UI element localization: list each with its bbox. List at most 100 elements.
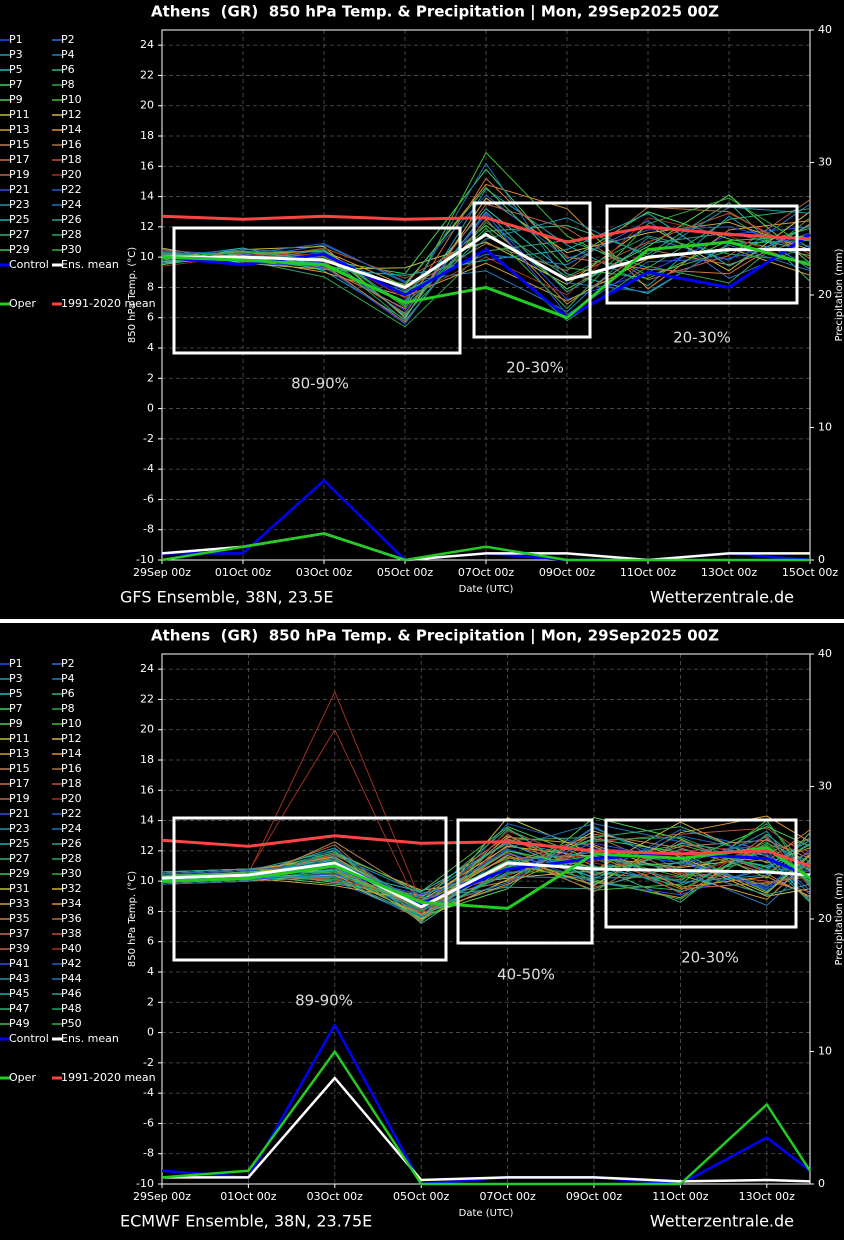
- legend-label: Ens. mean: [61, 1032, 119, 1045]
- legend-label: P19: [9, 792, 30, 805]
- y-tick-label: 20: [140, 99, 154, 112]
- legend-label: P25: [9, 213, 30, 226]
- member-temperature-line: [161, 197, 811, 319]
- y-tick-label: -8: [143, 523, 154, 536]
- legend-label: P4: [61, 48, 75, 61]
- member-temperature-line: [161, 217, 811, 328]
- y-tick-label: 18: [140, 129, 154, 142]
- y-tick-label: -6: [143, 1116, 154, 1129]
- x-tick-label: 05Oct 00z: [393, 1190, 450, 1203]
- legend-label: P30: [61, 867, 82, 880]
- legend-label: P42: [61, 957, 82, 970]
- legend-label: P9: [9, 717, 23, 730]
- legend-label: P12: [61, 108, 82, 121]
- footer-source: ECMWF Ensemble, 38N, 23.75E: [120, 1212, 372, 1231]
- y-tick-label: -6: [143, 492, 154, 505]
- plot-lines: [161, 152, 811, 562]
- y-tick-label: 6: [147, 935, 154, 948]
- member-temperature-line: [161, 206, 811, 290]
- y2-tick-label: 10: [818, 1045, 832, 1058]
- legend-label: P18: [61, 777, 82, 790]
- member-temperature-line: [161, 854, 811, 897]
- footer-site: Wetterzentrale.de: [650, 1212, 794, 1231]
- legend-label: P32: [61, 882, 82, 895]
- y-tick-label: 14: [140, 190, 154, 203]
- y-tick-label: 8: [147, 280, 154, 293]
- legend-label: P1: [9, 657, 23, 670]
- legend-label: P8: [61, 78, 75, 91]
- legend-label: P43: [9, 972, 30, 985]
- chart-panel: Athens (GR) 850 hPa Temp. & Precipitatio…: [0, 627, 844, 1231]
- legend-label: P1: [9, 33, 23, 46]
- legend-label: P26: [61, 837, 82, 850]
- x-tick-label: 13Oct 00z: [701, 566, 758, 579]
- legend-label: Control: [9, 258, 49, 271]
- separator: [0, 619, 844, 623]
- legend-label: P17: [9, 153, 30, 166]
- legend-label: P2: [61, 657, 75, 670]
- chart-title: Athens (GR) 850 hPa Temp. & Precipitatio…: [151, 3, 719, 22]
- y-tick-label: 16: [140, 159, 154, 172]
- legend-label: P20: [61, 168, 82, 181]
- y-tick-label: -10: [136, 1177, 154, 1190]
- legend-label: P5: [9, 687, 23, 700]
- precipitation-line: [161, 1050, 812, 1186]
- member-temperature-line: [161, 844, 811, 909]
- legend-label: P6: [61, 687, 75, 700]
- precipitation-line: [161, 532, 810, 562]
- y-tick-label: 6: [147, 311, 154, 324]
- x-tick-label: 15Oct 00z: [782, 566, 839, 579]
- highlight-box: [472, 201, 592, 339]
- legend-label: P11: [9, 108, 30, 121]
- y-tick-label: -10: [136, 553, 154, 566]
- x-axis-label: Date (UTC): [459, 1208, 514, 1219]
- x-tick-label: 11Oct 00z: [652, 1190, 709, 1203]
- y-tick-label: 18: [140, 753, 154, 766]
- y-tick-label: 10: [140, 250, 154, 263]
- legend-label: P27: [9, 852, 30, 865]
- legend-label: P27: [9, 228, 30, 241]
- legend-label: P34: [61, 897, 82, 910]
- legend-label: P13: [9, 747, 30, 760]
- legend-label: P21: [9, 807, 30, 820]
- x-tick-label: 09Oct 00z: [566, 1190, 623, 1203]
- chart-panel: Athens (GR) 850 hPa Temp. & Precipitatio…: [0, 3, 844, 607]
- y-axis-label: 850 hPa Temp. (°C): [127, 871, 138, 967]
- x-tick-label: 07Oct 00z: [458, 566, 515, 579]
- y-tick-label: 20: [140, 723, 154, 736]
- y-tick-label: 2: [147, 995, 154, 1008]
- legend-label: P10: [61, 93, 82, 106]
- y-tick-label: 4: [147, 965, 154, 978]
- highlight-box: [605, 204, 799, 305]
- legend-label: P30: [61, 243, 82, 256]
- legend-label: P33: [9, 897, 30, 910]
- legend-label: P49: [9, 1017, 30, 1030]
- legend-label: P31: [9, 882, 30, 895]
- legend-label: P11: [9, 732, 30, 745]
- legend-label: P24: [61, 822, 82, 835]
- legend-label: P38: [61, 927, 82, 940]
- legend-label: P10: [61, 717, 82, 730]
- probability-annotation: 89-90%: [295, 992, 353, 1010]
- probability-annotation: 20-30%: [673, 329, 731, 347]
- legend-label: Ens. mean: [61, 258, 119, 271]
- y2-tick-label: 40: [818, 23, 832, 36]
- legend-label: P50: [61, 1017, 82, 1030]
- highlight-temperature-line: [161, 240, 811, 320]
- legend-label: P19: [9, 168, 30, 181]
- legend-label: P45: [9, 987, 30, 1000]
- footer-source: GFS Ensemble, 38N, 23.5E: [120, 588, 333, 607]
- probability-annotation: 20-30%: [506, 359, 564, 377]
- x-tick-label: 05Oct 00z: [377, 566, 434, 579]
- legend-label: P21: [9, 183, 30, 196]
- x-axis-label: Date (UTC): [459, 584, 514, 595]
- x-tick-label: 29Sep 00z: [133, 1190, 191, 1203]
- legend-label: P9: [9, 93, 23, 106]
- legend-label: Control: [9, 1032, 49, 1045]
- legend-label: 1991-2020 mean: [61, 1071, 156, 1084]
- x-tick-label: 01Oct 00z: [215, 566, 272, 579]
- legend-label: P14: [61, 747, 82, 760]
- member-temperature-line: [161, 162, 811, 305]
- legend-label: P25: [9, 837, 30, 850]
